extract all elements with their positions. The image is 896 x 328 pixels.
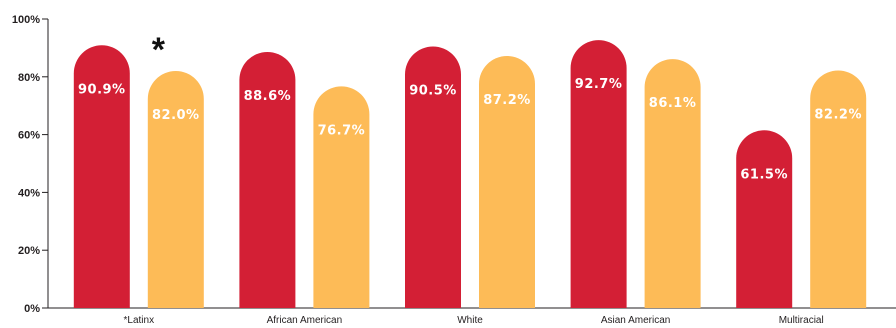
x-category-label: Multiracial [779,315,824,326]
x-category-label: White [457,315,483,326]
bar-series-2 [810,70,867,308]
bar-value-label: 88.6% [244,89,292,104]
bar-series-1 [405,46,461,308]
bar-value-label: 82.0% [152,108,200,123]
bar-series-1 [736,130,793,308]
bar-series-2 [479,55,535,308]
asterisk-annotation: * [152,31,166,69]
bar-value-label: 86.1% [649,96,697,111]
bar-series-1 [239,51,296,308]
bar-value-label: 61.5% [740,167,788,182]
y-tick-label: 40% [18,187,40,199]
y-tick-label: 20% [18,245,40,257]
x-category-label: *Latinx [124,315,155,326]
bar-series-2 [147,71,204,308]
x-category-label: Asian American [601,315,670,326]
y-tick-label: 80% [18,72,40,84]
bar-series-1 [570,40,627,308]
category-labels: *Latinx African American White Asian Americ… [124,315,824,326]
y-tick-label: 0% [24,303,40,315]
x-category-label: African American [267,315,343,326]
bar-value-label: 87.2% [483,93,531,108]
bar-series-2 [644,59,701,308]
bar-value-label: 90.5% [409,83,457,98]
bar-value-label: 76.7% [318,123,366,138]
bar-series-2 [313,86,370,308]
bars: 90.9% 82.0% 88.6% 76.7% 90.5% 87.2% 92.7% 86.1%… [73,40,867,308]
bar-value-label: 92.7% [575,77,623,92]
y-tick-label: 60% [18,130,40,142]
bar-value-label: 82.2% [814,107,862,122]
bar-value-label: 90.9% [78,82,126,97]
bar-series-1 [73,45,130,308]
y-tick-label: 100% [12,14,40,26]
